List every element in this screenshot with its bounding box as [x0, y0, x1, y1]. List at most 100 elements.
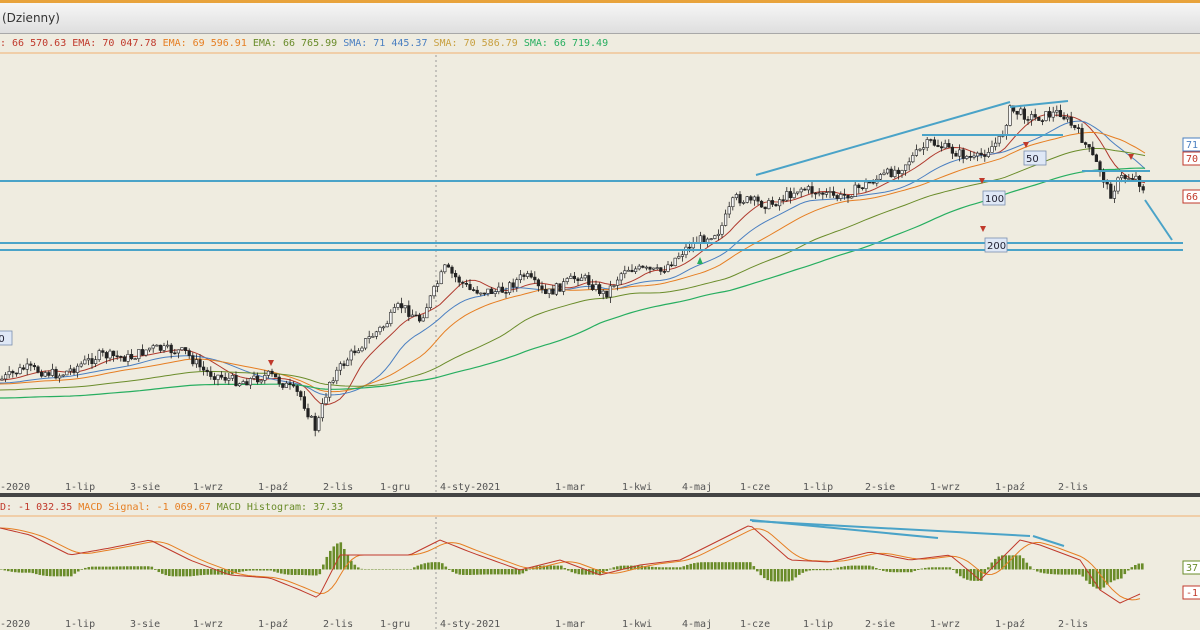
histogram-bar — [794, 569, 798, 578]
candle-body — [1087, 144, 1091, 148]
histogram-bar — [371, 569, 374, 570]
candle-body — [651, 267, 656, 270]
candle-body — [299, 391, 303, 397]
value-tag-box — [1182, 151, 1200, 166]
candle-body — [198, 359, 202, 368]
histogram-bar — [462, 569, 465, 575]
x-tick-label: 1-kwi — [622, 619, 652, 630]
right-value-tags: 71 70 66 37 -1 — [1182, 137, 1200, 600]
candle-body — [176, 349, 181, 354]
histogram-bar — [861, 565, 864, 570]
histogram-bar — [196, 569, 199, 576]
x-tick-label: 3-sie — [130, 619, 160, 630]
candle-body — [734, 194, 738, 199]
legend-entry: SMA: 70 586.79 — [434, 38, 524, 49]
candle-body — [547, 288, 551, 294]
histogram-bar — [248, 569, 252, 571]
candle-body — [255, 375, 260, 383]
candle-body — [1037, 116, 1041, 121]
histogram-bar — [1123, 569, 1127, 575]
candle-body — [223, 376, 227, 381]
sell-arrow-icon — [1023, 142, 1029, 148]
histogram-bar — [903, 569, 906, 573]
histogram-bar — [605, 569, 609, 571]
histogram-bar — [367, 569, 371, 570]
histogram-bar — [1039, 569, 1043, 573]
candle-body — [1040, 120, 1044, 122]
histogram-bar — [105, 566, 108, 570]
candle-body — [752, 196, 756, 201]
histogram-bar — [682, 566, 686, 570]
candle-body — [295, 385, 299, 392]
histogram-bar — [917, 569, 920, 570]
candle-body — [205, 369, 209, 373]
candle-body — [612, 285, 616, 287]
candle-body — [202, 366, 206, 371]
histogram-bar — [875, 568, 878, 570]
candle-body — [727, 206, 731, 215]
histogram-bar — [280, 569, 283, 574]
marker-50-label: 50 — [1026, 154, 1039, 165]
histogram-bar — [7, 569, 10, 572]
candle-body — [507, 282, 512, 293]
histogram-bar — [87, 567, 91, 570]
panel-separator[interactable] — [0, 493, 1200, 497]
candle-body — [745, 196, 749, 203]
candle-body — [795, 191, 800, 194]
candle-body — [79, 363, 83, 367]
candle-body — [396, 303, 400, 308]
sell-arrow-icon — [268, 360, 274, 366]
histogram-bar — [357, 567, 360, 570]
candle-body — [803, 188, 807, 191]
histogram-bar — [854, 565, 857, 570]
histogram-bar — [213, 569, 217, 575]
histogram-bar — [896, 569, 899, 573]
value-tag-box — [1182, 189, 1200, 204]
histogram-bar — [423, 563, 427, 570]
histogram-bar — [857, 565, 861, 570]
marker-left-label-box — [0, 330, 13, 346]
histogram-bar — [1050, 569, 1053, 575]
candle-body — [1051, 111, 1055, 118]
price-panel[interactable]: 50 100 200 00 — [0, 55, 1200, 495]
candle-body — [774, 204, 778, 207]
histogram-bar — [185, 569, 189, 577]
candle-body — [263, 375, 267, 381]
candle-body — [399, 303, 404, 309]
histogram-bar — [364, 569, 367, 570]
histogram-bar — [504, 569, 507, 575]
histogram-bar — [66, 569, 70, 577]
x-tick-label: 1-mar — [555, 482, 585, 493]
histogram-bar — [654, 567, 658, 570]
histogram-bar — [665, 567, 668, 570]
histogram-bar — [997, 556, 1001, 570]
histogram-bar — [686, 564, 689, 570]
candle-body — [1130, 178, 1134, 180]
macd-panel[interactable] — [0, 517, 1144, 630]
candle-body — [403, 305, 407, 309]
histogram-bar — [749, 562, 752, 570]
candle-body — [1127, 178, 1131, 180]
value-tag-label: 71 — [1186, 140, 1198, 151]
macd-legend: D: -1 032.35 MACD Signal: -1 069.67 MACD… — [0, 502, 343, 513]
histogram-bar — [94, 566, 98, 570]
histogram-bar — [518, 569, 521, 575]
histogram-bar — [287, 569, 290, 575]
histogram-bar — [672, 567, 675, 570]
candle-body — [662, 271, 666, 273]
histogram-bar — [1088, 569, 1092, 585]
candle-body — [140, 349, 145, 356]
candle-body — [115, 355, 119, 358]
candle-body — [392, 307, 397, 313]
x-tick-label: 2-lis — [1058, 619, 1088, 630]
histogram-bar — [1032, 569, 1036, 570]
histogram-bar — [1022, 558, 1025, 570]
histogram-bar — [658, 567, 661, 570]
candle-body — [36, 366, 40, 373]
histogram-bar — [756, 569, 759, 572]
histogram-bar — [332, 546, 336, 570]
histogram-bar — [969, 569, 973, 581]
histogram-bar — [192, 569, 196, 576]
candle-body — [450, 266, 454, 274]
